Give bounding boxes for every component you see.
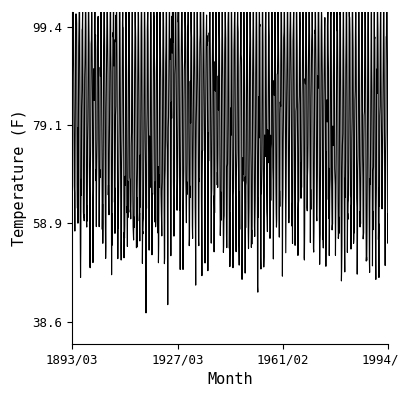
X-axis label: Month: Month [207,372,253,387]
Y-axis label: Temperature (F): Temperature (F) [12,110,27,246]
